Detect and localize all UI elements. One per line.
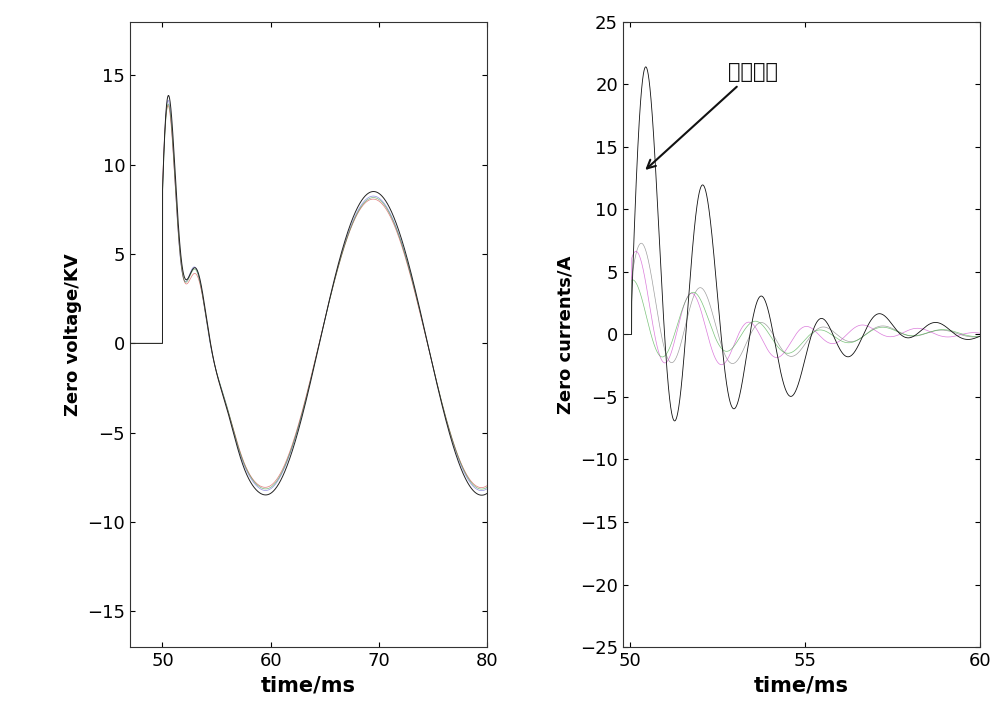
X-axis label: time/ms: time/ms	[754, 675, 849, 696]
Y-axis label: Zero currents/A: Zero currents/A	[556, 255, 574, 414]
X-axis label: time/ms: time/ms	[261, 675, 356, 696]
Text: 故障线路: 故障线路	[647, 62, 778, 169]
Y-axis label: Zero voltage/KV: Zero voltage/KV	[64, 253, 82, 416]
